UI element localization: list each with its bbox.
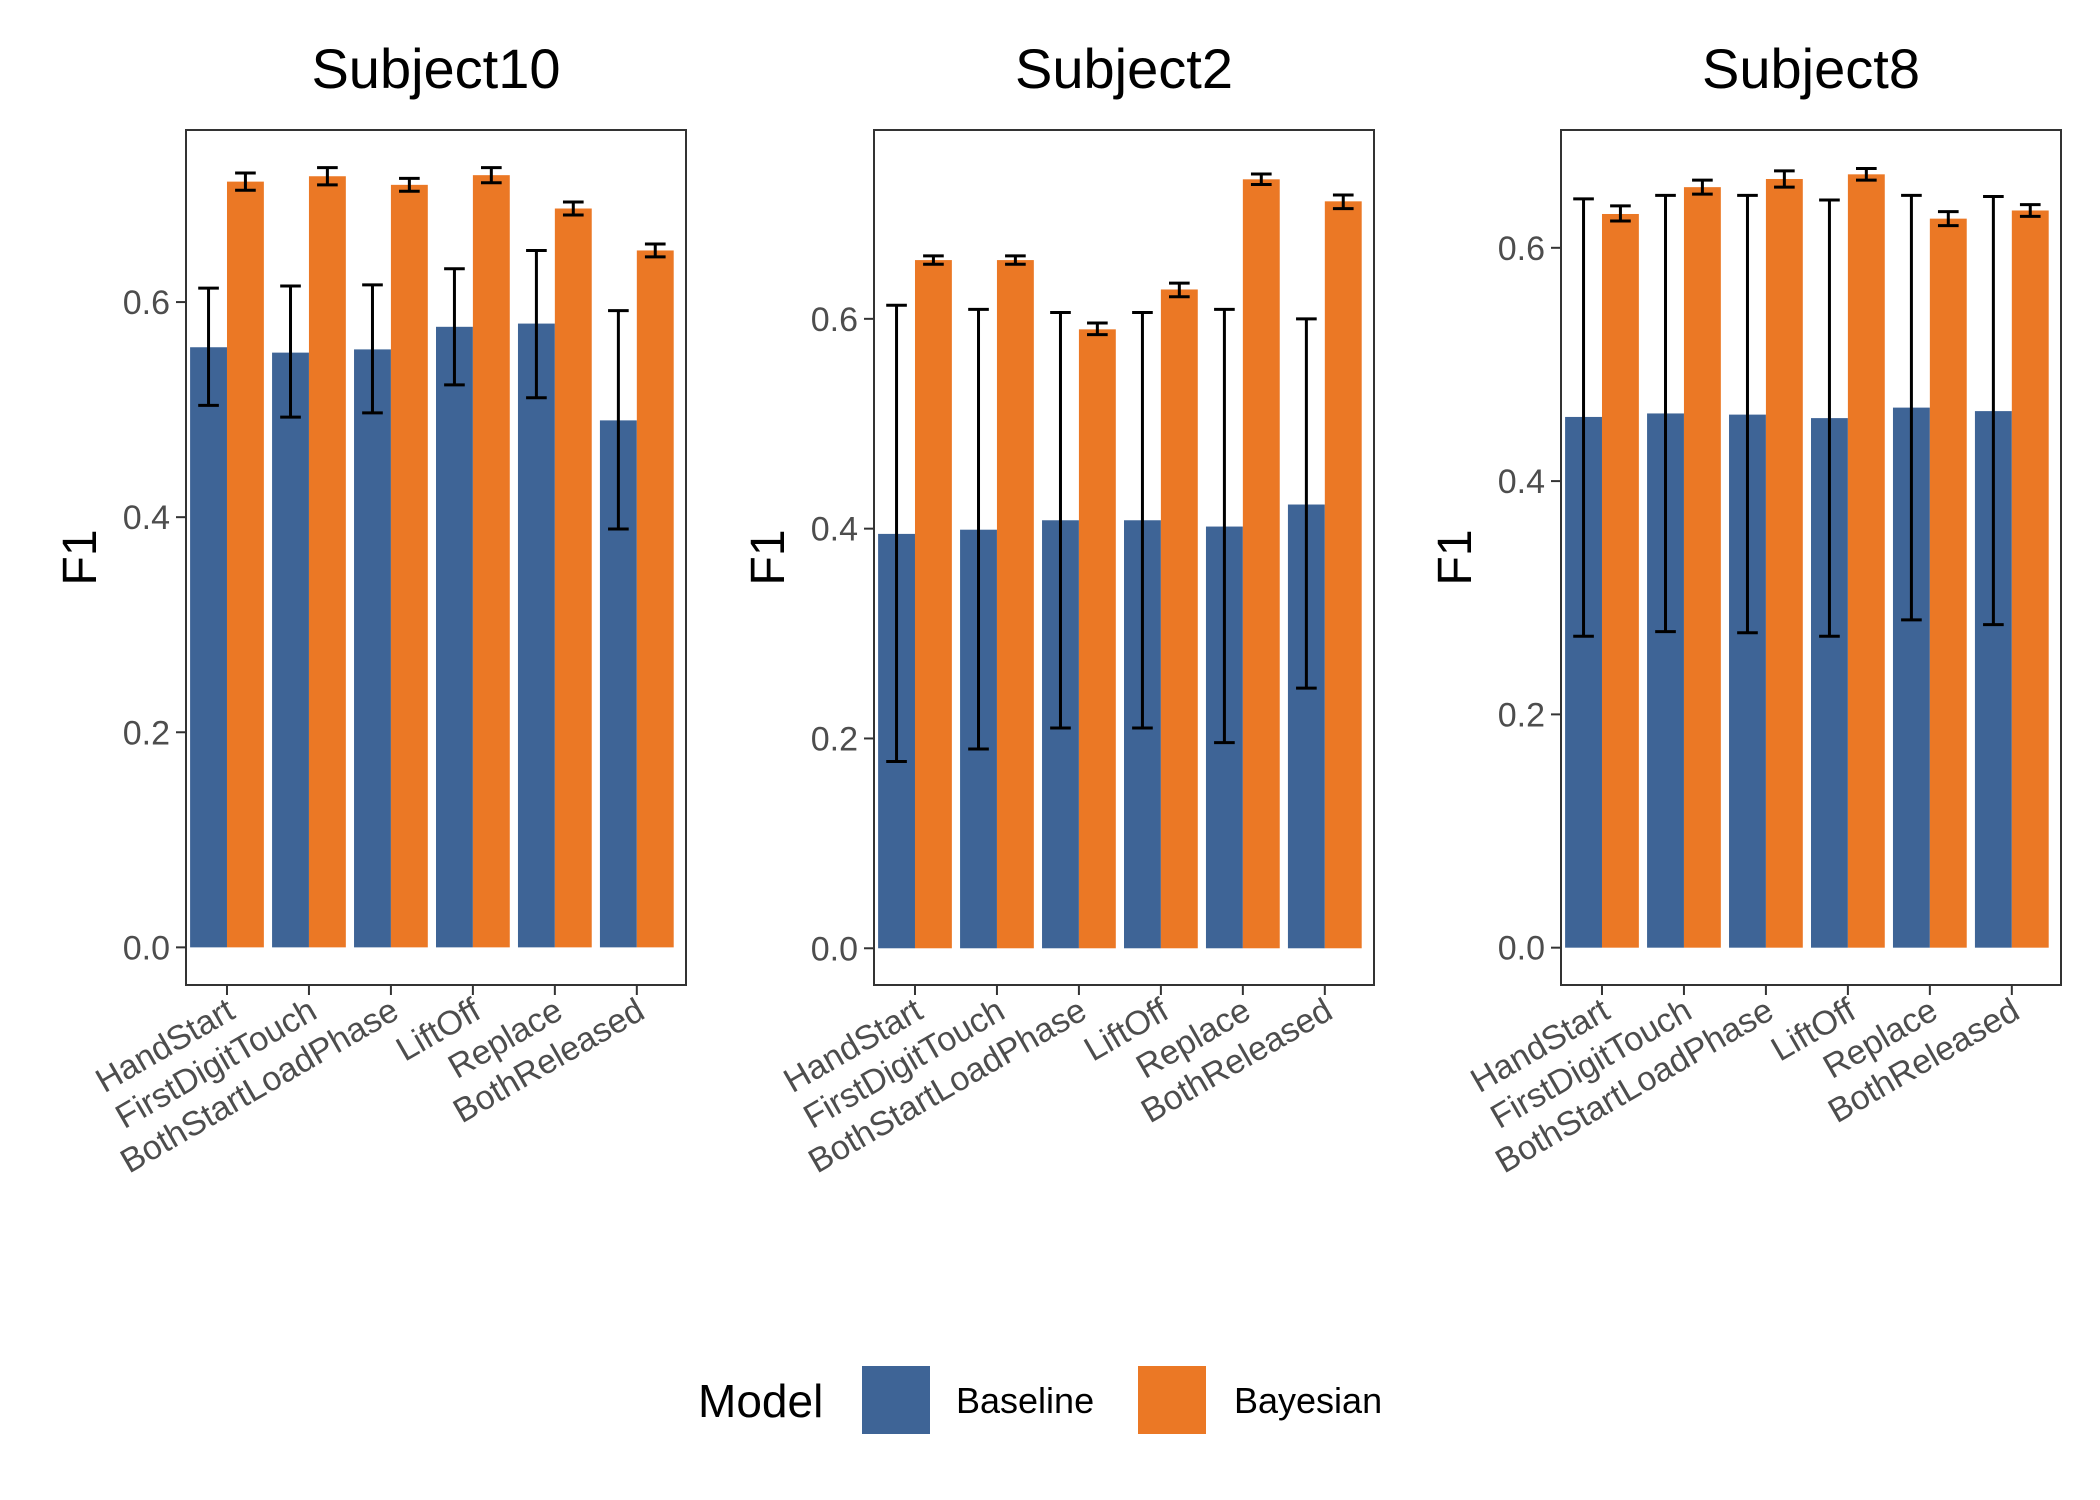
- bar: [226, 181, 264, 948]
- bar: [390, 184, 428, 948]
- legend-swatch: [862, 1366, 930, 1434]
- legend: Model Baseline Bayesian: [698, 1366, 1382, 1434]
- bar: [1601, 213, 1639, 948]
- panel-border: [185, 129, 687, 986]
- panel-border: [873, 129, 1375, 986]
- y-tick-label: 0.2: [123, 714, 170, 752]
- panel-title: Subject2: [1015, 37, 1233, 100]
- bar: [2011, 210, 2049, 948]
- bar: [1683, 187, 1721, 948]
- bar: [436, 326, 473, 948]
- legend-title: Model: [698, 1375, 823, 1427]
- bar: [636, 250, 674, 948]
- bar: [996, 260, 1034, 949]
- y-tick-label: 0.6: [1498, 230, 1545, 268]
- bar: [354, 349, 391, 948]
- panel: Subject2F10.00.20.40.6HandStartFirstDigi…: [742, 37, 1375, 1181]
- bar: [1929, 218, 1967, 948]
- bar: [272, 352, 309, 948]
- bar: [914, 260, 952, 949]
- bar: [554, 208, 592, 948]
- bar: [1847, 174, 1885, 948]
- y-tick-label: 0.4: [811, 511, 858, 549]
- panel: Subject10F10.00.20.40.6HandStartFirstDig…: [54, 37, 687, 1181]
- panel-border: [1560, 129, 2062, 986]
- y-axis-label: F1: [1429, 529, 1482, 585]
- y-tick-label: 0.6: [811, 301, 858, 339]
- y-tick-label: 0.4: [1498, 463, 1545, 501]
- bar: [472, 175, 510, 948]
- panel-title: Subject8: [1702, 37, 1920, 100]
- bar: [1324, 201, 1362, 949]
- panel-title: Subject10: [311, 37, 560, 100]
- y-tick-label: 0.2: [1498, 696, 1545, 734]
- bar: [1765, 178, 1803, 948]
- bar: [1078, 329, 1116, 949]
- legend-swatch: [1138, 1366, 1206, 1434]
- legend-label: Bayesian: [1234, 1380, 1382, 1421]
- y-tick-label: 0.0: [123, 929, 170, 967]
- y-tick-label: 0.2: [811, 720, 858, 758]
- panel: Subject8F10.00.20.40.6HandStartFirstDigi…: [1429, 37, 2062, 1181]
- legend-label: Baseline: [956, 1380, 1094, 1421]
- y-axis-label: F1: [742, 529, 795, 585]
- bar: [308, 176, 346, 948]
- y-axis-label: F1: [54, 529, 107, 585]
- y-tick-label: 0.0: [811, 930, 858, 968]
- bar: [190, 347, 227, 948]
- y-tick-label: 0.0: [1498, 930, 1545, 968]
- y-tick-label: 0.6: [123, 284, 170, 322]
- bar: [1242, 179, 1280, 949]
- bar: [1160, 289, 1198, 949]
- bar: [517, 323, 555, 948]
- y-tick-label: 0.4: [123, 499, 170, 537]
